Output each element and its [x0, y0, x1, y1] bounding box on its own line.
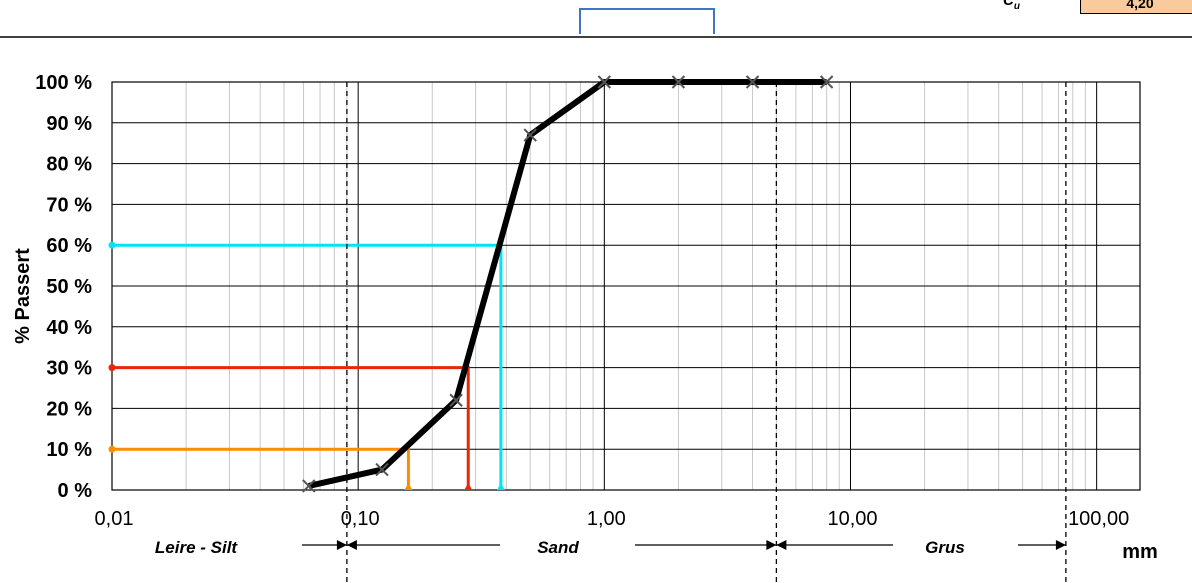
grid [111, 81, 1141, 491]
reference-marker [464, 483, 473, 490]
reference-marker [404, 483, 413, 490]
reference-marker [108, 445, 116, 453]
y-tick-label: 100 % [35, 72, 92, 94]
fraction-label: Sand [537, 538, 579, 557]
x-tick-label: 0,01 [95, 508, 134, 530]
y-tick-label: 60 % [46, 235, 92, 257]
series-line [308, 79, 827, 489]
x-tick-label: 10,00 [827, 508, 877, 530]
data-point [745, 75, 760, 89]
data-point [375, 462, 389, 477]
cu-label: Cu [1003, 0, 1020, 12]
reference-marker [108, 364, 116, 372]
x-tick-label: 1,00 [587, 508, 626, 530]
fraction-label: Leire - Silt [155, 538, 239, 557]
series-layer [302, 75, 834, 493]
data-point [449, 393, 463, 407]
x-tick-label: 0,10 [341, 508, 380, 530]
fraction-labels: Leire - Silt Sand Grus [155, 538, 1066, 557]
y-tick-label: 10 % [46, 439, 92, 461]
data-point [819, 75, 834, 89]
data-point [671, 75, 686, 89]
data-point [523, 128, 537, 142]
arrow-head [346, 540, 357, 550]
arrow-head [766, 540, 777, 550]
y-tick-label: 20 % [46, 398, 92, 420]
data-point [302, 479, 316, 493]
reference-marker [496, 483, 505, 490]
reference-line-d10 [112, 447, 410, 490]
x-axis-label: mm [1122, 541, 1158, 563]
cu-value-box: 4,20 [1080, 0, 1192, 14]
data-point [597, 75, 612, 89]
arrow-head [776, 540, 787, 550]
x-tick-label: 100,00 [1068, 508, 1129, 530]
y-tick-label: 50 % [46, 276, 92, 298]
arrow-head [1055, 540, 1066, 550]
reference-marker [108, 241, 116, 249]
fraction-boundaries [346, 82, 1067, 583]
y-tick-label: 40 % [46, 317, 92, 339]
y-tick-label: 90 % [46, 113, 92, 135]
axes: 0 % 10 % 20 % 30 % 40 % 50 % 60 % 70 % 80 % 90 % 1… [12, 72, 1158, 563]
arrow-head [336, 540, 347, 550]
y-axis-label: % Passert [12, 248, 34, 344]
y-tick-label: 0 % [58, 480, 93, 502]
y-tick-label: 30 % [46, 358, 92, 380]
reference-line-d30 [112, 366, 470, 490]
y-tick-label: 80 % [46, 154, 92, 176]
reference-lines [108, 241, 505, 490]
selection-box [579, 8, 715, 34]
y-tick-label: 70 % [46, 194, 92, 216]
fraction-label: Grus [925, 538, 965, 557]
